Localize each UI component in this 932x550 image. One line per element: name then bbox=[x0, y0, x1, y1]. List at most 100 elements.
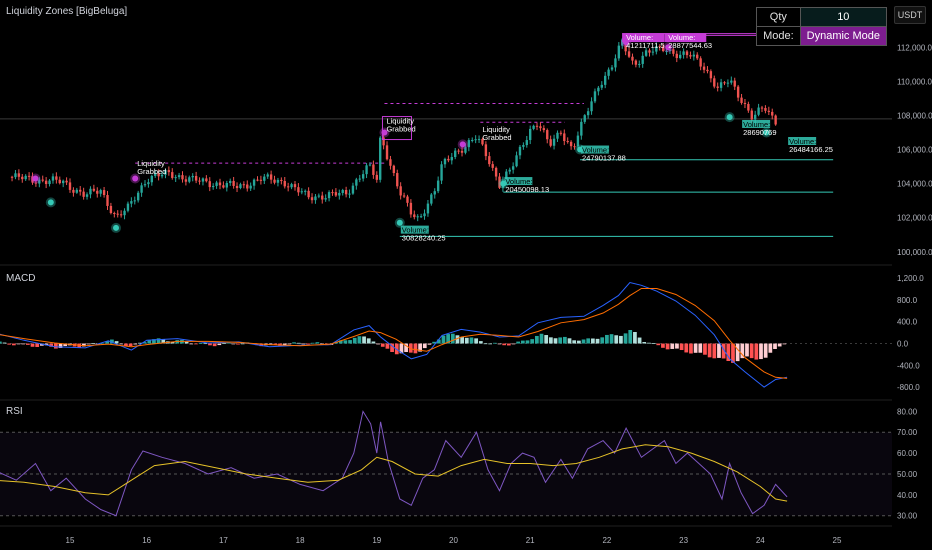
candle-body bbox=[730, 80, 733, 83]
macd-histogram-bar bbox=[7, 343, 12, 345]
candle-body bbox=[576, 135, 580, 147]
candle-body bbox=[351, 185, 355, 194]
macd-histogram-bar bbox=[712, 343, 717, 359]
candle-body bbox=[546, 130, 549, 140]
candle-body bbox=[644, 50, 648, 56]
macd-histogram-bar bbox=[679, 343, 684, 351]
candle-body bbox=[194, 175, 198, 181]
candle-body bbox=[484, 144, 488, 157]
candle-body bbox=[372, 164, 375, 175]
candle-body bbox=[753, 114, 757, 120]
candle-body bbox=[515, 155, 518, 167]
annotation-line: Liquidity bbox=[386, 117, 414, 126]
annotation-line: Volume: bbox=[582, 146, 609, 155]
candle-body bbox=[140, 185, 143, 193]
candle-body bbox=[106, 195, 109, 206]
macd-histogram-bar bbox=[142, 342, 147, 344]
volume-label: Volume:28877544.63 bbox=[664, 33, 712, 50]
candle-body bbox=[651, 51, 655, 53]
macd-histogram-bar bbox=[194, 343, 198, 345]
macd-histogram-bar bbox=[721, 343, 726, 359]
macd-histogram-bar bbox=[362, 336, 366, 344]
candle-body bbox=[454, 150, 457, 158]
candle-body bbox=[99, 190, 102, 194]
candle-body bbox=[464, 147, 467, 153]
candle-body bbox=[79, 189, 82, 192]
macd-histogram-bar bbox=[754, 343, 759, 360]
macd-histogram-bar bbox=[114, 341, 119, 344]
candle-body bbox=[586, 111, 590, 116]
macd-histogram-bar bbox=[82, 343, 86, 347]
macd-histogram-bar bbox=[91, 343, 96, 344]
candle-body bbox=[379, 137, 382, 180]
candle-body bbox=[198, 180, 201, 182]
candle-body bbox=[740, 97, 743, 103]
candle-body bbox=[55, 176, 58, 180]
candle-body bbox=[355, 179, 358, 186]
candle-body bbox=[327, 192, 331, 199]
candle-body bbox=[232, 180, 235, 186]
candle-body bbox=[34, 182, 38, 184]
candle-body bbox=[310, 197, 314, 201]
rsi-tick-label: 80.00 bbox=[897, 407, 918, 416]
candle-body bbox=[276, 179, 280, 183]
macd-histogram-bar bbox=[558, 337, 563, 344]
annotation-line: Volume: bbox=[668, 33, 695, 42]
macd-histogram-bar bbox=[623, 333, 628, 344]
macd-histogram-bar bbox=[226, 342, 231, 344]
rsi-tick-label: 60.00 bbox=[897, 449, 918, 458]
annotation-line: 26484166.25 bbox=[789, 145, 833, 154]
volume-label-bg bbox=[622, 33, 665, 43]
candle-body bbox=[638, 63, 641, 65]
candle-body bbox=[743, 102, 747, 104]
macd-histogram-bar bbox=[306, 343, 310, 345]
price-tick-label: 108,000.0 bbox=[897, 111, 932, 120]
macd-histogram-bar bbox=[231, 343, 236, 345]
macd-histogram-bar bbox=[133, 343, 138, 345]
rsi-title: RSI bbox=[6, 406, 23, 417]
candle-body bbox=[368, 164, 372, 166]
annotation-line: Volume: bbox=[743, 120, 770, 129]
mode-value: Dynamic Mode bbox=[799, 26, 888, 46]
macd-histogram-bar bbox=[684, 343, 689, 353]
candle-body bbox=[65, 180, 68, 183]
candle-body bbox=[624, 39, 627, 52]
macd-histogram-bar bbox=[782, 343, 787, 345]
rsi-tick-label: 70.00 bbox=[897, 428, 918, 437]
candle-body bbox=[433, 191, 436, 195]
candle-body bbox=[430, 194, 433, 204]
time-tick-label: 23 bbox=[679, 536, 688, 545]
macd-histogram-bar bbox=[259, 343, 264, 347]
candle-body bbox=[239, 184, 242, 189]
macd-histogram-bar bbox=[189, 343, 194, 345]
macd-histogram-bar bbox=[138, 342, 142, 344]
candle-body bbox=[126, 203, 130, 211]
candle-body bbox=[692, 54, 696, 57]
macd-histogram-bar bbox=[217, 343, 222, 346]
candle-body bbox=[184, 179, 188, 182]
macd-histogram-bar bbox=[208, 343, 212, 346]
candle-body bbox=[300, 191, 303, 193]
signal-line bbox=[0, 288, 788, 379]
candle-body bbox=[467, 140, 471, 148]
candle-body bbox=[648, 50, 651, 53]
macd-histogram-bar bbox=[156, 338, 161, 344]
candle-body bbox=[396, 173, 399, 187]
macd-histogram-bar bbox=[357, 336, 362, 344]
candle-body bbox=[147, 182, 150, 185]
macd-histogram-bar bbox=[86, 343, 91, 345]
candle-body bbox=[658, 46, 661, 48]
candle-body bbox=[266, 174, 269, 177]
candle-body bbox=[617, 45, 621, 59]
candle-body bbox=[334, 192, 338, 196]
volume-label-bg bbox=[581, 145, 610, 154]
candle-body bbox=[716, 86, 719, 88]
candle-body bbox=[27, 175, 31, 177]
currency-unit-button[interactable]: USDT bbox=[894, 6, 926, 24]
macd-histogram-bar bbox=[703, 343, 707, 355]
candle-body bbox=[17, 173, 21, 177]
candle-body bbox=[665, 51, 668, 53]
macd-histogram-bar bbox=[446, 334, 450, 344]
macd-histogram-bar bbox=[413, 343, 418, 354]
candle-body bbox=[593, 91, 597, 102]
